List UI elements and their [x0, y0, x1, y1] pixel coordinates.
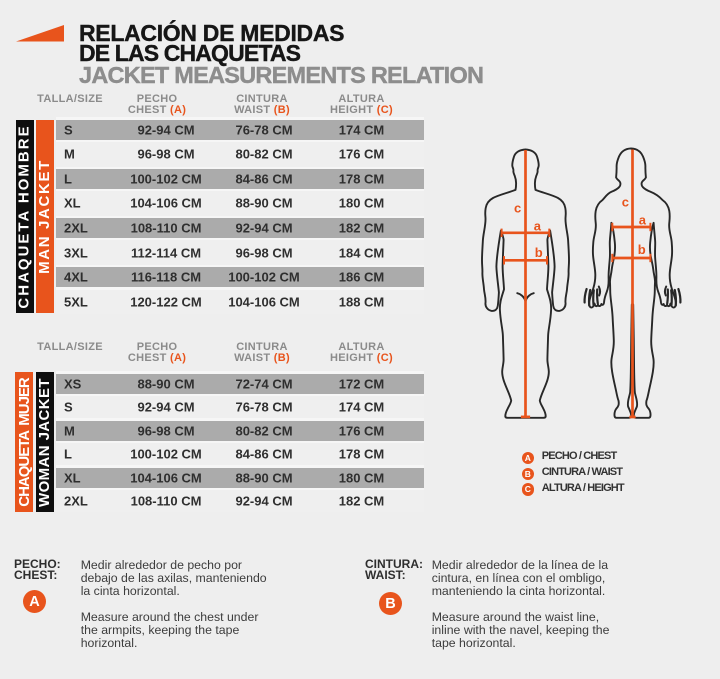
svg-text:b: b	[535, 245, 543, 260]
svg-text:c: c	[622, 194, 629, 209]
svg-text:c: c	[514, 200, 521, 215]
svg-text:b: b	[638, 242, 646, 257]
svg-text:a: a	[639, 212, 647, 227]
svg-text:a: a	[534, 218, 542, 233]
